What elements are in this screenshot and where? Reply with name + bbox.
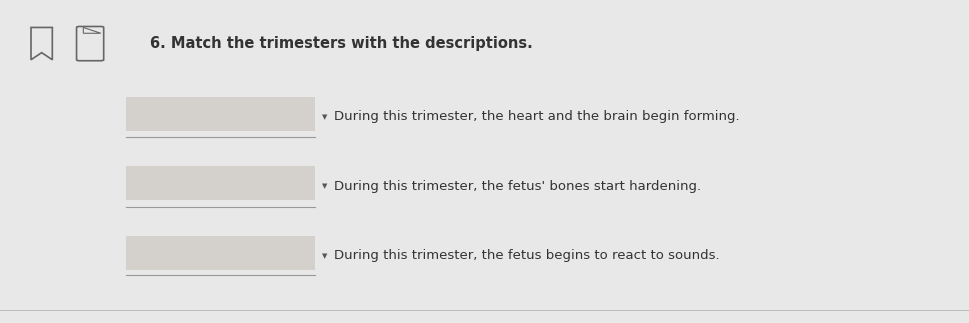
Text: During this trimester, the fetus' bones start hardening.: During this trimester, the fetus' bones …: [334, 180, 702, 193]
Text: ▼: ▼: [322, 183, 328, 189]
Text: ▼: ▼: [322, 253, 328, 259]
Text: 6. Match the trimesters with the descriptions.: 6. Match the trimesters with the descrip…: [150, 36, 533, 51]
Text: During this trimester, the heart and the brain begin forming.: During this trimester, the heart and the…: [334, 110, 740, 123]
FancyBboxPatch shape: [126, 97, 315, 131]
Polygon shape: [83, 27, 101, 33]
FancyBboxPatch shape: [126, 166, 315, 200]
Text: ▼: ▼: [322, 114, 328, 120]
FancyBboxPatch shape: [126, 236, 315, 270]
Text: During this trimester, the fetus begins to react to sounds.: During this trimester, the fetus begins …: [334, 249, 720, 262]
